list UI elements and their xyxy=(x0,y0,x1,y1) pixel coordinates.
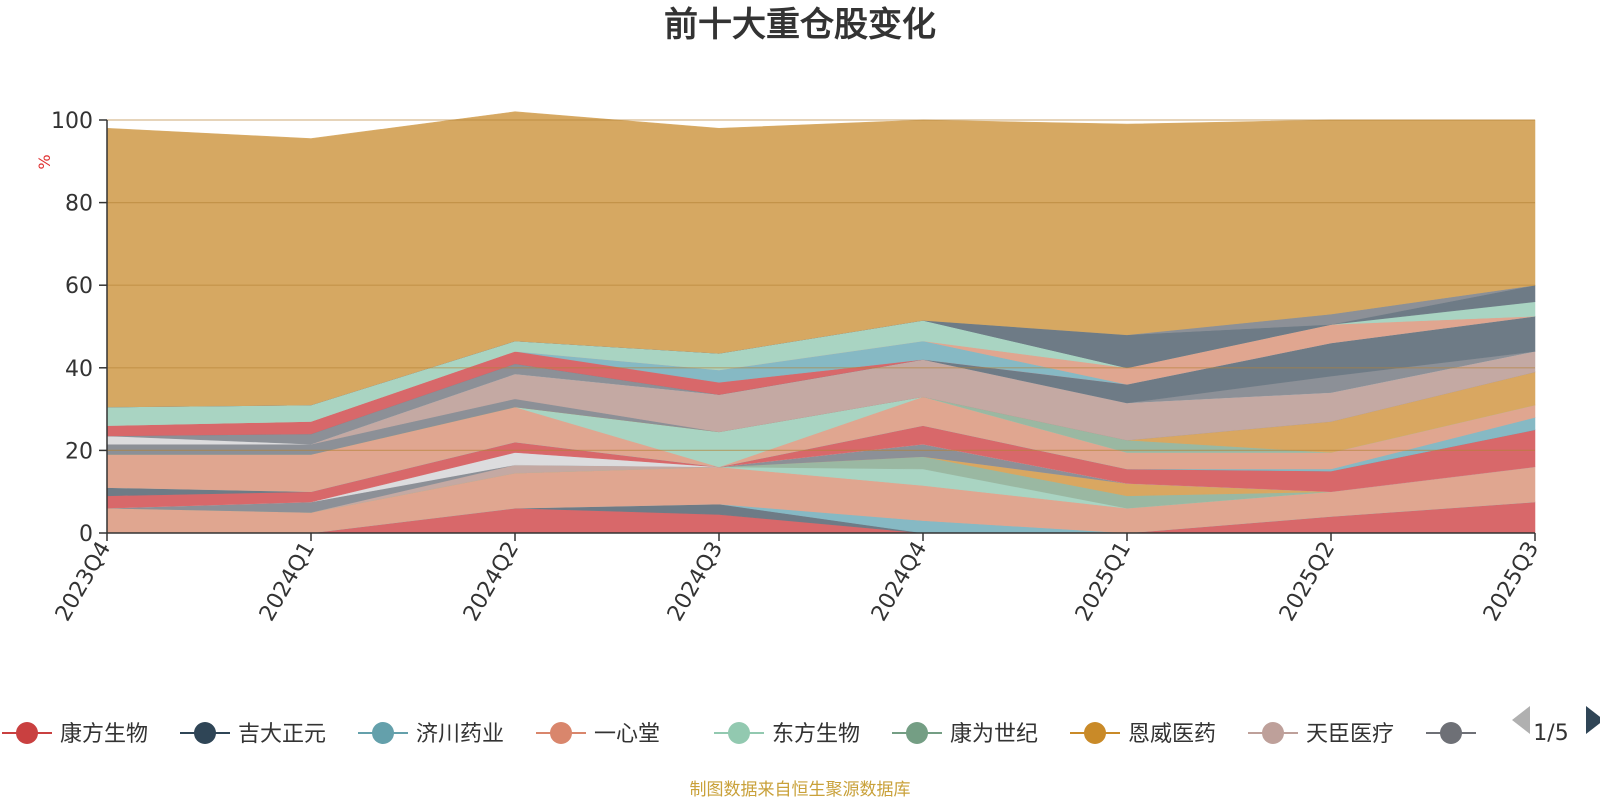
legend-item-康方生物[interactable]: 康方生物 xyxy=(2,722,148,747)
legend-label: 康方生物 xyxy=(60,722,148,747)
chart-title: 前十大重仓股变化 xyxy=(664,5,936,45)
legend-prev-icon[interactable] xyxy=(1512,706,1530,734)
legend-item-普洛药业[interactable]: 普洛 xyxy=(1426,722,1528,747)
y-tick-label-0: 0 xyxy=(79,522,93,547)
legend-label: 一心堂 xyxy=(594,722,660,747)
legend-item-康为世纪[interactable]: 康为世纪 xyxy=(892,722,1038,747)
legend-marker-icon xyxy=(906,722,928,744)
x-tick-label-2025Q1: 2025Q1 xyxy=(1071,538,1136,626)
area-series-group xyxy=(106,111,1536,534)
x-tick-label-2024Q1: 2024Q1 xyxy=(255,538,320,626)
y-tick-label-60: 60 xyxy=(65,274,93,299)
legend-marker-icon xyxy=(1440,722,1462,744)
x-tick-label-2025Q2: 2025Q2 xyxy=(1275,538,1340,626)
legend-marker-icon xyxy=(372,722,394,744)
legend-marker-icon xyxy=(194,722,216,744)
legend-marker-icon xyxy=(550,722,572,744)
legend-marker-icon xyxy=(16,722,38,744)
legend-label: 吉大正元 xyxy=(238,722,326,747)
y-tick-label-20: 20 xyxy=(65,439,93,464)
legend-item-吉大正元[interactable]: 吉大正元 xyxy=(180,722,326,747)
legend-label: 恩威医药 xyxy=(1128,722,1216,747)
legend-marker-icon xyxy=(1262,722,1284,744)
legend-item-恩威医药[interactable]: 恩威医药 xyxy=(1070,722,1216,747)
legend-label: 东方生物 xyxy=(772,722,860,747)
legend-items: 康方生物 吉大正元 济川药业 一心堂 东方生物 康为世纪 恩威医药 天臣医疗 普洛 xyxy=(2,722,1528,747)
y-tick-label-80: 80 xyxy=(65,192,93,217)
legend-item-济川药业[interactable]: 济川药业 xyxy=(358,722,504,747)
legend-next-icon[interactable] xyxy=(1586,706,1600,734)
x-tick-label-2023Q4: 2023Q4 xyxy=(51,538,116,626)
legend-marker-icon xyxy=(1084,722,1106,744)
y-tick-label-40: 40 xyxy=(65,357,93,382)
legend-marker-icon xyxy=(728,722,750,744)
legend-item-一心堂[interactable]: 一心堂 xyxy=(536,722,660,747)
legend-label: 康为世纪 xyxy=(950,722,1038,747)
x-tick-label-2024Q2: 2024Q2 xyxy=(459,538,524,626)
legend-label: 济川药业 xyxy=(416,722,504,747)
legend-page-indicator: 1/5 xyxy=(1533,721,1568,746)
data-source-note: 制图数据来自恒生聚源数据库 xyxy=(690,780,911,800)
y-tick-label-100: 100 xyxy=(51,109,93,134)
y-axis-unit: % xyxy=(35,154,54,169)
x-tick-label-2024Q4: 2024Q4 xyxy=(867,538,932,626)
legend-item-东方生物[interactable]: 东方生物 xyxy=(714,722,860,747)
x-tick-label-2025Q3: 2025Q3 xyxy=(1479,538,1544,626)
x-tick-label-2024Q3: 2024Q3 xyxy=(663,538,728,626)
legend-label: 天臣医疗 xyxy=(1306,722,1394,747)
legend-item-天臣医疗[interactable]: 天臣医疗 xyxy=(1248,722,1394,747)
gridlines xyxy=(107,119,1535,451)
legend-pager: 1/5 xyxy=(1512,706,1600,746)
legend: 康方生物 吉大正元 济川药业 一心堂 东方生物 康为世纪 恩威医药 天臣医疗 普洛 xyxy=(2,722,1528,747)
